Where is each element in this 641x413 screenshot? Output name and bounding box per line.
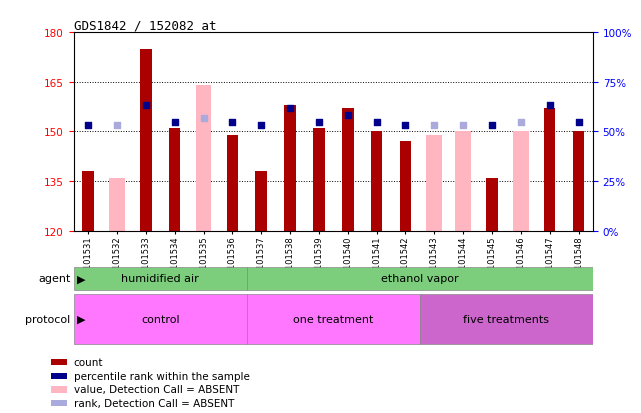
Bar <box>342 109 354 231</box>
Point <box>574 119 584 126</box>
Bar <box>74 268 247 290</box>
Bar <box>247 294 420 344</box>
Text: humidified air: humidified air <box>121 274 199 284</box>
Point <box>400 122 410 129</box>
Text: value, Detection Call = ABSENT: value, Detection Call = ABSENT <box>74 385 239 394</box>
Point <box>199 116 209 122</box>
Bar <box>51 400 67 406</box>
Text: count: count <box>74 357 103 367</box>
Point <box>487 122 497 129</box>
Point <box>314 119 324 126</box>
Text: agent: agent <box>38 274 71 284</box>
Point <box>515 119 526 126</box>
Bar <box>51 387 67 392</box>
Bar <box>400 142 412 231</box>
Bar <box>196 86 212 231</box>
Bar <box>455 132 471 231</box>
Point <box>112 122 122 129</box>
Text: protocol: protocol <box>25 314 71 324</box>
Text: GDS1842 / 152082_at: GDS1842 / 152082_at <box>74 19 216 32</box>
Point <box>372 119 382 126</box>
Text: ▶: ▶ <box>77 274 85 284</box>
Bar <box>140 50 152 231</box>
Bar <box>486 178 497 231</box>
Bar <box>420 294 593 344</box>
Bar <box>426 135 442 231</box>
Text: percentile rank within the sample: percentile rank within the sample <box>74 371 249 381</box>
Bar <box>370 132 382 231</box>
Bar <box>573 132 585 231</box>
Bar <box>51 373 67 379</box>
Point <box>140 102 151 109</box>
Bar <box>74 294 247 344</box>
Bar <box>247 268 593 290</box>
Point <box>458 122 468 129</box>
Bar <box>544 109 555 231</box>
Point <box>285 106 295 112</box>
Bar <box>513 132 529 231</box>
Text: control: control <box>141 314 179 324</box>
Point <box>256 122 267 129</box>
Bar <box>82 172 94 231</box>
Text: ▶: ▶ <box>77 314 85 324</box>
Point <box>342 112 353 119</box>
Point <box>429 122 440 129</box>
Point <box>545 102 555 109</box>
Text: one treatment: one treatment <box>293 314 374 324</box>
Bar <box>285 106 296 231</box>
Bar <box>169 129 181 231</box>
Bar <box>313 129 324 231</box>
Point <box>169 119 179 126</box>
Point <box>83 122 94 129</box>
Bar <box>51 359 67 366</box>
Text: ethanol vapor: ethanol vapor <box>381 274 459 284</box>
Point <box>228 119 238 126</box>
Bar <box>255 172 267 231</box>
Bar <box>109 178 125 231</box>
Text: five treatments: five treatments <box>463 314 549 324</box>
Bar <box>227 135 238 231</box>
Text: rank, Detection Call = ABSENT: rank, Detection Call = ABSENT <box>74 398 234 408</box>
